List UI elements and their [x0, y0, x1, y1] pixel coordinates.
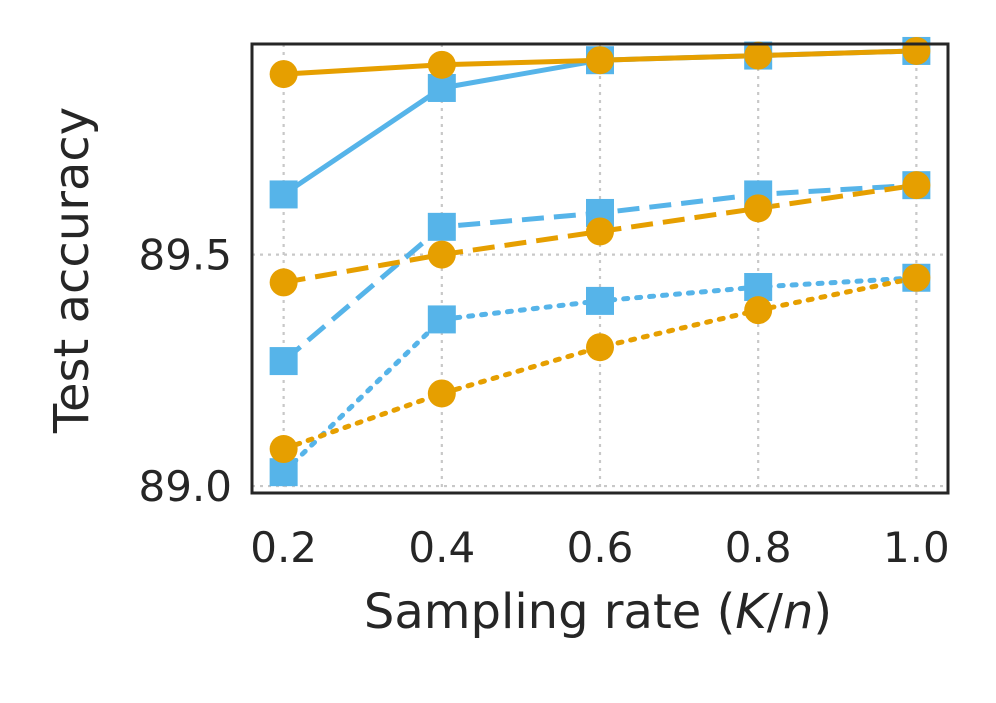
data-point-orange-dashed — [269, 268, 298, 297]
x-axis-label: Sampling rate (K/n) — [364, 584, 832, 640]
data-point-orange-dotted — [427, 379, 456, 408]
x-tick-labels: 0.2 0.4 0.6 0.8 1.0 — [250, 523, 950, 572]
data-point-orange-solid — [902, 36, 931, 65]
y-tick-label: 89.5 — [138, 231, 232, 280]
y-axis-label: Test accuracy — [44, 107, 100, 434]
series-markers — [269, 36, 931, 487]
data-point-orange-dashed — [586, 217, 614, 246]
data-point-orange-dotted — [902, 263, 931, 292]
data-point-blue-dashed — [427, 212, 456, 241]
data-point-orange-solid — [586, 46, 614, 75]
x-tick-label: 0.2 — [250, 523, 317, 572]
y-tick-labels: 89.0 89.5 — [138, 231, 232, 511]
series-line-orange-dotted — [281, 275, 919, 452]
x-tick-label: 0.8 — [725, 523, 792, 572]
data-point-orange-dashed — [744, 194, 773, 223]
data-point-orange-dotted — [269, 435, 298, 464]
data-point-orange-solid — [427, 50, 456, 79]
data-point-orange-dotted — [586, 333, 614, 362]
plot-frame — [250, 42, 950, 495]
data-point-orange-solid — [269, 60, 298, 89]
data-point-blue-dashed — [269, 347, 298, 376]
x-tick-label: 1.0 — [883, 523, 950, 572]
data-point-blue-dotted — [586, 286, 614, 315]
data-point-orange-solid — [744, 41, 773, 70]
data-point-orange-dotted — [744, 296, 773, 325]
y-tick-label: 89.0 — [138, 462, 232, 511]
data-point-blue-solid — [269, 180, 298, 209]
x-tick-label: 0.6 — [567, 523, 634, 572]
x-tick-label: 0.4 — [408, 523, 475, 572]
data-point-orange-dashed — [427, 240, 456, 269]
data-point-orange-dashed — [902, 171, 931, 200]
data-point-blue-dotted — [427, 305, 456, 334]
